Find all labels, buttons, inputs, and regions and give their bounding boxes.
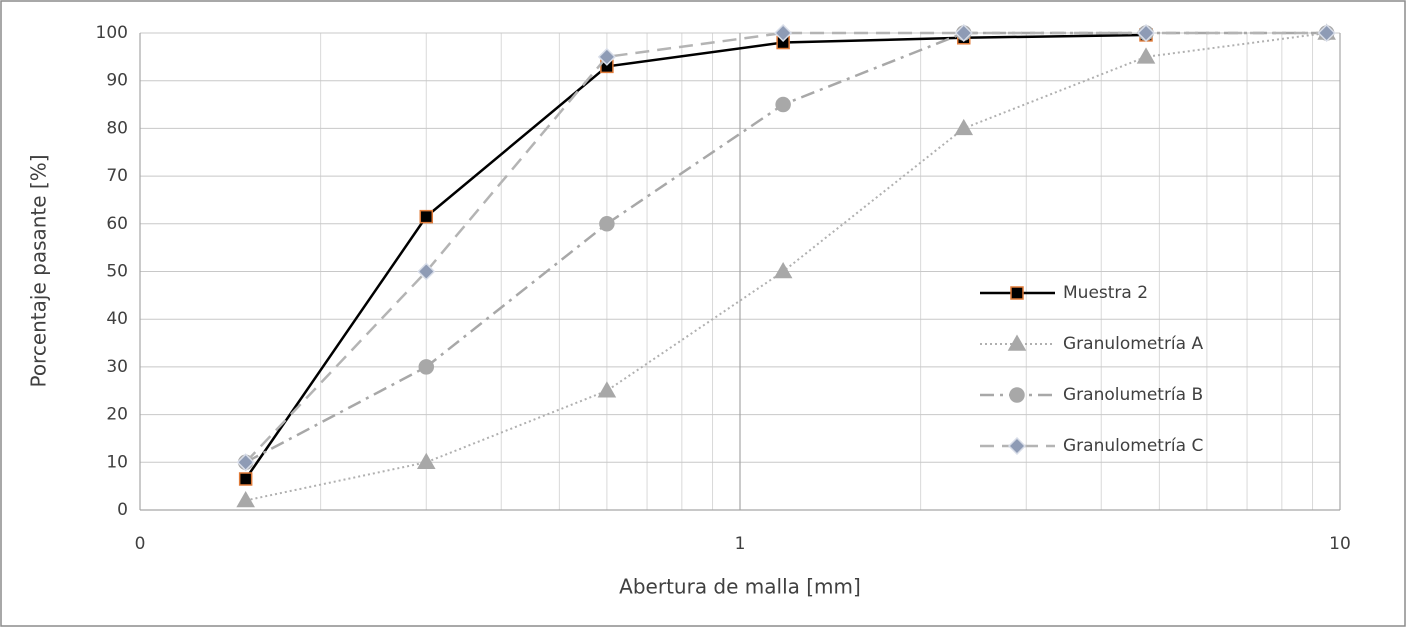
y-tick-label: 60: [106, 214, 128, 234]
legend-label: Granulometría A: [1063, 334, 1203, 354]
legend-marker: [1009, 387, 1025, 403]
y-axis-title: Porcentaje pasante [%]: [27, 154, 51, 387]
marker: [416, 452, 436, 470]
marker: [773, 261, 793, 279]
marker: [236, 453, 255, 472]
y-tick-label: 0: [117, 500, 128, 520]
marker: [1136, 23, 1156, 43]
marker: [417, 262, 436, 281]
series-line: [244, 33, 1147, 480]
marker: [954, 23, 973, 43]
y-tick-label: 100: [96, 23, 128, 43]
marker: [597, 381, 617, 398]
y-tick-label: 80: [106, 118, 128, 138]
marker: [599, 216, 615, 232]
legend-label: Muestra 2: [1063, 283, 1148, 303]
x-tick-label: 1: [735, 534, 746, 554]
marker: [954, 118, 974, 136]
legend-label: Granulometría C: [1063, 436, 1203, 456]
y-tick-label: 50: [106, 262, 128, 282]
marker: [418, 359, 435, 375]
legend-marker: [1007, 436, 1027, 456]
y-tick-label: 40: [106, 309, 128, 329]
marker: [238, 472, 253, 486]
marker: [775, 96, 791, 113]
y-tick-label: 30: [106, 357, 128, 377]
marker: [597, 47, 616, 66]
legend-marker: [1010, 286, 1024, 300]
y-tick-label: 70: [106, 166, 128, 186]
x-tick-label: 10: [1329, 534, 1351, 554]
legend-marker: [1007, 334, 1027, 351]
y-tick-label: 90: [106, 71, 128, 91]
marker: [1136, 47, 1156, 64]
y-tick-label: 20: [106, 405, 128, 425]
marker: [774, 23, 793, 43]
marker: [419, 209, 434, 224]
x-tick-label: 0: [135, 534, 146, 554]
y-tick-label: 10: [106, 452, 128, 472]
x-axis-title: Abertura de malla [mm]: [619, 575, 861, 599]
marker: [236, 490, 255, 508]
marker: [1317, 23, 1336, 43]
legend-label: Granolumetría B: [1063, 385, 1203, 405]
